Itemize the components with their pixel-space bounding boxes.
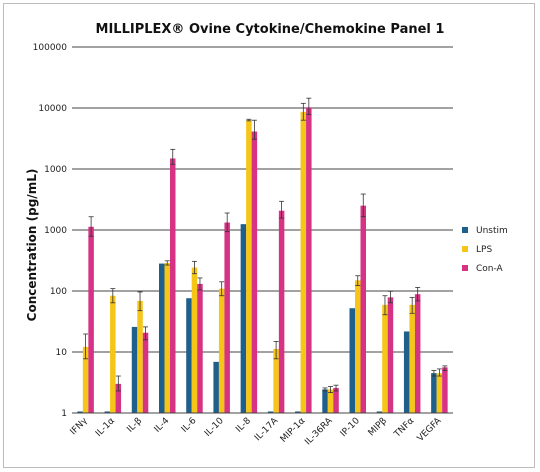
x-tick-label: IL-1α <box>94 416 117 439</box>
x-tick-label: VEGFA <box>416 415 444 443</box>
gridlines <box>72 46 453 353</box>
bar-con-a-12 <box>414 294 421 413</box>
bar-unstim-7 <box>267 411 274 413</box>
chart-frame <box>3 3 535 468</box>
bar-lps-4 <box>191 267 198 413</box>
bar-unstim-8 <box>295 411 301 413</box>
y-tick-label: 1 <box>61 409 67 419</box>
y-tick-label: 100 <box>50 287 67 297</box>
bar-con-a-3 <box>170 158 176 413</box>
bar-lps-3 <box>164 262 170 413</box>
bar-con-a-5 <box>224 222 230 413</box>
bar-unstim-9 <box>322 389 328 413</box>
legend: Unstim LPS Con-A <box>462 226 508 274</box>
y-tick-label: 1000 <box>44 226 67 236</box>
x-tick-label: TNFα <box>392 416 416 440</box>
bars <box>77 107 448 413</box>
x-tick-label: IL-4 <box>153 416 172 435</box>
bar-unstim-11 <box>376 411 383 413</box>
bar-lps-9 <box>327 389 334 413</box>
x-tick-label: MIPβ <box>367 416 390 439</box>
legend-swatch-con-a <box>462 265 468 271</box>
y-axis-ticks: 1 10 100 1000 1000 10000 100000 <box>33 43 68 419</box>
legend-swatch-unstim <box>462 227 468 233</box>
bar-lps-13 <box>436 373 443 413</box>
x-tick-label: IL-6 <box>180 416 199 435</box>
bar-unstim-13 <box>431 373 437 413</box>
x-tick-label: IL-10 <box>203 416 226 439</box>
bar-lps-5 <box>218 288 225 413</box>
bar-unstim-2 <box>131 326 138 413</box>
bar-unstim-6 <box>240 224 247 413</box>
y-tick-label: 10000 <box>38 104 67 114</box>
bar-con-a-2 <box>142 332 149 413</box>
error-bars <box>83 97 448 393</box>
bar-con-a-1 <box>115 383 122 413</box>
y-tick-label: 10 <box>56 348 68 358</box>
bar-con-a-11 <box>387 297 394 413</box>
bar-lps-12 <box>409 304 415 413</box>
bar-con-a-8 <box>306 107 312 413</box>
bar-unstim-1 <box>104 411 111 413</box>
bar-unstim-5 <box>213 361 219 413</box>
x-tick-label: IFNγ <box>69 416 91 438</box>
x-axis-ticks: IFNγ IL-1α IL-β IL-4 IL-6 IL-10 IL-8 IL-17AMIP-… <box>69 415 445 447</box>
bar-unstim-0 <box>77 411 83 413</box>
bar-lps-6 <box>246 120 252 413</box>
bar-con-a-13 <box>442 367 448 413</box>
bar-lps-1 <box>110 295 116 413</box>
y-axis-label: Concentration (pg/mL) <box>25 169 39 322</box>
x-tick-label: IL-17A <box>253 415 281 443</box>
bar-con-a-4 <box>197 283 203 413</box>
x-tick-label: IL-36RA <box>303 415 335 447</box>
bar-con-a-7 <box>278 210 285 413</box>
y-tick-label: 1000 <box>44 165 67 175</box>
bar-unstim-12 <box>403 331 410 413</box>
legend-label-con-a: Con-A <box>476 264 504 274</box>
y-tick-label: 100000 <box>33 43 68 53</box>
legend-label-unstim: Unstim <box>476 226 508 236</box>
bar-lps-0 <box>82 346 89 413</box>
bar-lps-11 <box>382 304 388 413</box>
chart-title: MILLIPLEX® Ovine Cytokine/Chemokine Pane… <box>96 22 445 37</box>
bar-lps-10 <box>355 280 361 413</box>
x-tick-label: IP-10 <box>339 416 362 439</box>
bar-con-a-6 <box>251 131 258 413</box>
x-tick-label: IL-8 <box>234 416 253 435</box>
legend-swatch-lps <box>462 246 468 252</box>
bar-unstim-10 <box>349 308 355 413</box>
bar-con-a-0 <box>88 226 94 413</box>
x-tick-label: IL-β <box>125 416 144 435</box>
bar-con-a-10 <box>360 205 366 413</box>
bar-con-a-9 <box>333 387 339 413</box>
bar-lps-8 <box>300 111 307 413</box>
bar-lps-7 <box>273 348 279 413</box>
bar-lps-2 <box>137 300 143 413</box>
bar-unstim-4 <box>186 298 192 413</box>
bar-unstim-3 <box>159 263 165 413</box>
legend-label-lps: LPS <box>476 245 492 255</box>
